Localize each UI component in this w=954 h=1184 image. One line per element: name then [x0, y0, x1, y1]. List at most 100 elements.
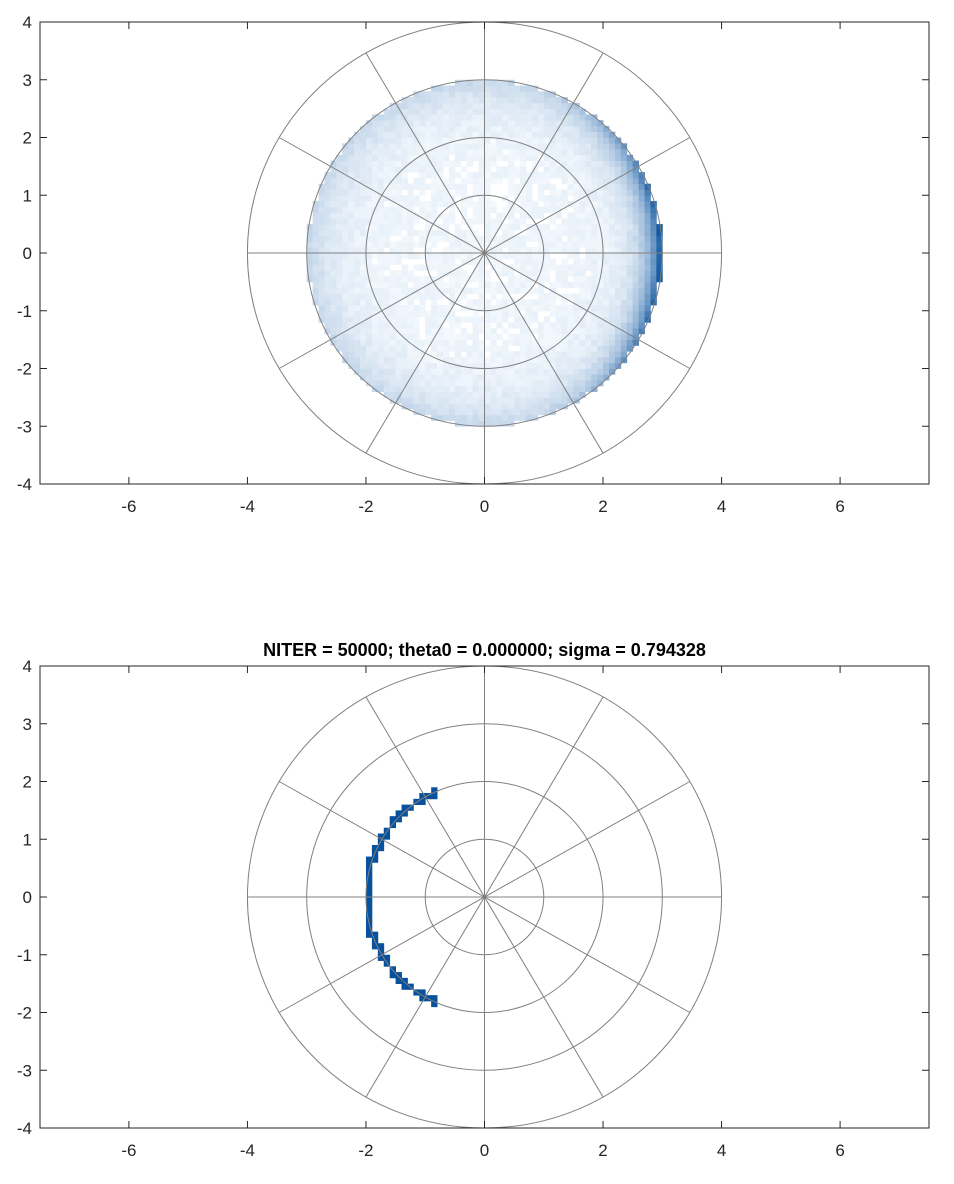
heatmap-cell — [395, 241, 402, 248]
heatmap-cell — [395, 212, 402, 219]
y-tick-label: -1 — [17, 302, 32, 321]
heatmap-cell — [555, 172, 562, 179]
heatmap-cell — [508, 397, 515, 404]
heatmap-cell — [597, 374, 604, 381]
heatmap-cell — [460, 218, 468, 225]
heatmap-cell — [413, 149, 420, 156]
heatmap-cell — [395, 229, 402, 237]
heatmap-cell — [431, 114, 438, 121]
heatmap-cell — [383, 339, 391, 346]
heatmap-cell — [537, 362, 545, 369]
heatmap-cell — [520, 397, 527, 404]
heatmap-cell — [448, 368, 456, 375]
heatmap-cell — [567, 333, 574, 341]
heatmap-cell — [537, 137, 545, 144]
heatmap-cell — [466, 131, 474, 138]
heatmap-cell — [437, 114, 444, 121]
heatmap-cell — [472, 114, 479, 121]
heatmap-cell — [407, 166, 414, 173]
heatmap-cell — [472, 85, 479, 92]
heatmap-cell — [472, 131, 479, 138]
heatmap-cell — [478, 368, 485, 375]
heatmap-cell — [472, 380, 479, 387]
heatmap-cell — [531, 362, 539, 369]
heatmap-cell — [573, 293, 580, 300]
heatmap-cell — [365, 189, 373, 196]
heatmap-cell — [371, 189, 379, 196]
heatmap-cell — [401, 368, 408, 375]
heatmap-cell — [425, 793, 432, 800]
heatmap-cell — [555, 125, 562, 133]
heatmap-cell — [638, 212, 645, 219]
heatmap-cell — [543, 172, 551, 179]
heatmap-cell — [490, 333, 497, 341]
heatmap-cell — [520, 322, 527, 329]
heatmap-cell — [549, 102, 557, 110]
heatmap-cell — [448, 403, 456, 410]
heatmap-cell — [561, 351, 568, 358]
heatmap-cell — [608, 189, 616, 196]
heatmap-cell — [466, 345, 474, 352]
heatmap-cell — [454, 120, 462, 127]
heatmap-cell — [448, 345, 456, 352]
heatmap-cell — [496, 154, 503, 161]
heatmap-cell — [342, 293, 349, 300]
heatmap-cell — [365, 339, 373, 346]
heatmap-cell — [531, 328, 539, 335]
heatmap-cell — [443, 102, 450, 110]
heatmap-cell — [543, 299, 551, 306]
heatmap-cell — [573, 276, 580, 283]
heatmap-cell — [383, 212, 391, 219]
heatmap-cell — [383, 125, 391, 133]
heatmap-cell — [354, 247, 361, 254]
heatmap-cell — [520, 270, 527, 277]
heatmap-cell — [377, 362, 385, 369]
heatmap-cell — [348, 201, 355, 208]
heatmap-cell — [573, 281, 580, 289]
heatmap-cell — [443, 333, 450, 341]
heatmap-cell — [336, 212, 343, 219]
heatmap-cell — [437, 385, 444, 392]
heatmap-cell — [425, 276, 432, 283]
heatmap-cell — [389, 166, 396, 173]
heatmap-cell — [520, 391, 527, 398]
heatmap-cell — [567, 322, 574, 329]
heatmap-cell — [431, 91, 438, 98]
heatmap-cell — [466, 385, 474, 392]
heatmap-cell — [626, 299, 634, 306]
heatmap-cell — [407, 333, 414, 341]
heatmap-cell — [561, 143, 568, 150]
heatmap-cell — [413, 276, 420, 283]
y-tick-label: 4 — [23, 13, 32, 32]
heatmap-cell — [466, 397, 474, 404]
heatmap-cell — [365, 856, 373, 863]
heatmap-cell — [478, 293, 485, 300]
heatmap-cell — [484, 258, 491, 265]
heatmap-cell — [608, 229, 616, 237]
heatmap-cell — [585, 253, 592, 260]
heatmap-cell — [543, 397, 551, 404]
heatmap-cell — [425, 206, 432, 213]
heatmap-cell — [407, 397, 414, 404]
heatmap-cell — [413, 397, 420, 404]
heatmap-cell — [360, 368, 367, 375]
heatmap-cell — [413, 137, 420, 144]
heatmap-cell — [330, 166, 337, 173]
heatmap-cell — [508, 408, 515, 416]
heatmap-cell — [573, 356, 580, 364]
heatmap-cell — [626, 183, 634, 190]
heatmap-cell — [419, 131, 426, 138]
heatmap-cell — [443, 183, 450, 190]
heatmap-cell — [437, 408, 444, 416]
heatmap-cell — [413, 264, 420, 271]
heatmap-cell — [650, 201, 657, 208]
heatmap-cell — [395, 293, 402, 300]
heatmap-cell — [443, 120, 450, 127]
heatmap-cell — [324, 235, 331, 242]
heatmap-cell — [472, 143, 479, 150]
heatmap-cell — [644, 201, 651, 208]
heatmap-cell — [478, 137, 485, 144]
heatmap-cell — [502, 397, 509, 404]
heatmap-cell — [466, 356, 474, 364]
heatmap-cell — [407, 102, 414, 110]
